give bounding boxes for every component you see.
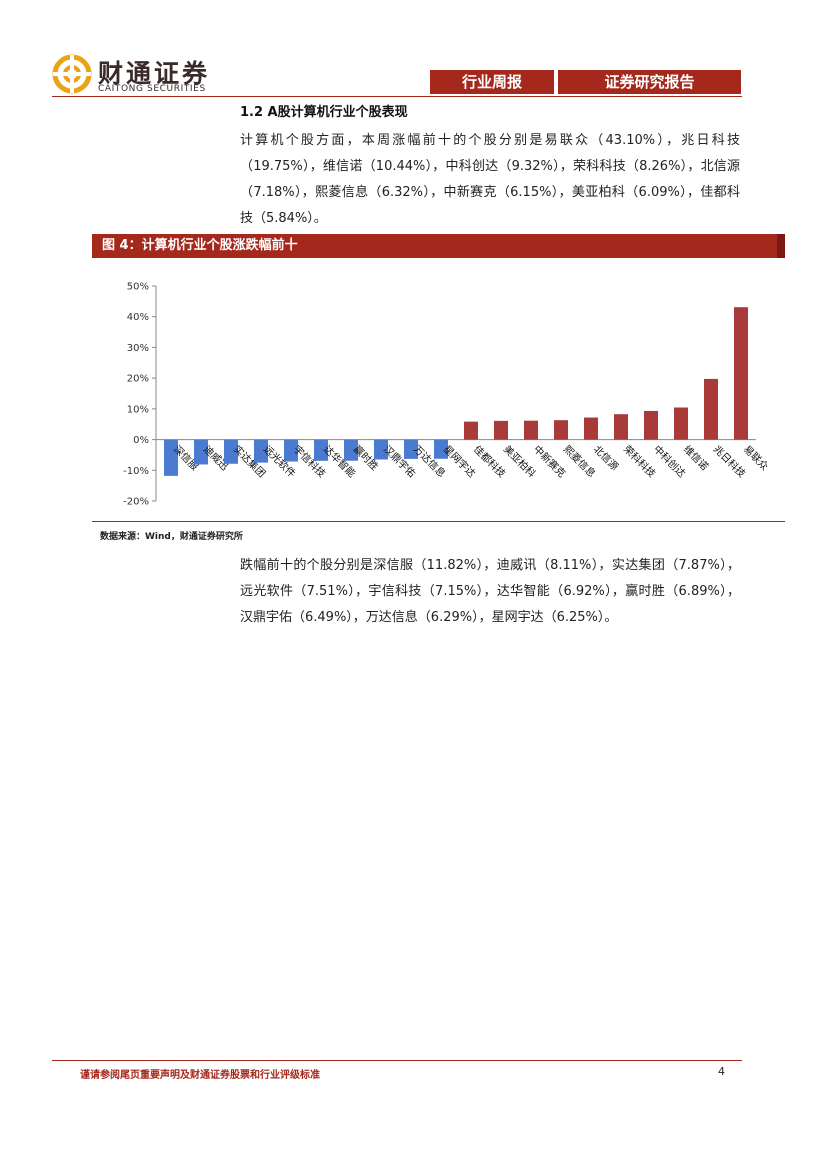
x-category-label: 兆日科技 xyxy=(711,443,748,480)
header-divider xyxy=(52,96,742,97)
bar-17 xyxy=(644,410,658,440)
gainers-paragraph: 计算机个股方面，本周涨幅前十的个股分别是易联众（43.10%），兆日科技（19.… xyxy=(240,133,740,226)
y-tick-label: 0% xyxy=(133,435,149,446)
bar-16 xyxy=(614,414,628,440)
bar-7 xyxy=(344,439,358,461)
bar-5 xyxy=(284,439,298,462)
bar-10 xyxy=(434,439,448,459)
bar-2 xyxy=(194,439,208,465)
header-tab-weekly: 行业周报 xyxy=(430,70,554,94)
x-category-label: 易联众 xyxy=(741,443,771,473)
figure-label: 图 4：计算机行业个股涨跌幅前十 xyxy=(102,238,298,253)
y-tick-label: 20% xyxy=(127,374,149,385)
footer-divider xyxy=(52,1060,742,1061)
y-tick-label: 30% xyxy=(127,343,149,354)
y-tick-label: 40% xyxy=(127,312,149,323)
x-category-label: 北信源 xyxy=(591,443,621,473)
x-category-label: 荣科科技 xyxy=(621,443,658,480)
x-category-label: 美亚柏科 xyxy=(501,443,538,480)
bar-11 xyxy=(464,421,478,440)
bar-20 xyxy=(734,307,748,440)
footer-disclaimer: 谨请参阅尾页重要声明及财通证券股票和行业评级标准 xyxy=(80,1070,320,1081)
y-tick-label: 50% xyxy=(127,282,149,293)
figure-title-bar: 图 4：计算机行业个股涨跌幅前十 xyxy=(92,234,785,258)
x-category-label: 维信诺 xyxy=(681,443,711,473)
x-category-label: 中科创达 xyxy=(651,443,688,480)
bar-18 xyxy=(674,407,688,440)
logo-name: 财通证券 xyxy=(98,59,211,88)
y-tick-label: -10% xyxy=(123,466,149,477)
caitong-logo-icon xyxy=(52,54,92,94)
x-category-label: 中新赛克 xyxy=(531,443,568,480)
section-title: 1.2 A股计算机行业个股表现 xyxy=(240,105,408,120)
bar-13 xyxy=(524,420,538,440)
bar-9 xyxy=(404,439,418,459)
y-tick-label: 10% xyxy=(127,404,149,415)
x-category-label: 星网宇达 xyxy=(441,443,478,480)
data-source: 数据来源：Wind，财通证券研究所 xyxy=(100,532,243,542)
stock-change-bar-chart: -20%-10%0%10%20%30%40%50%深信服 迪威迅 实达集团远光软件宇… xyxy=(123,282,771,508)
bar-14 xyxy=(554,420,568,440)
losers-paragraph: 跌幅前十的个股分别是深信服（11.82%），迪威讯（8.11%），实达集团（7.… xyxy=(240,558,740,625)
company-logo: 财通证券 CAITONG SECURITIES xyxy=(52,52,242,100)
bar-19 xyxy=(704,378,718,440)
bar-8 xyxy=(374,439,388,460)
page-number: 4 xyxy=(718,1065,725,1078)
bar-3 xyxy=(224,439,238,464)
bar-6 xyxy=(314,439,328,461)
figure-bottom-divider xyxy=(92,521,785,522)
x-category-label: 熙菱信息 xyxy=(561,443,598,480)
bar-15 xyxy=(584,417,598,440)
header-tab-report-type: 证券研究报告 xyxy=(558,70,741,94)
logo-english-name: CAITONG SECURITIES xyxy=(98,84,206,94)
bar-12 xyxy=(494,420,508,440)
x-category-label: 佳都科技 xyxy=(471,443,508,480)
bar-4 xyxy=(254,439,268,463)
bar-1 xyxy=(164,439,178,476)
y-tick-label: -20% xyxy=(123,497,149,508)
figure-title-bar-shade xyxy=(777,234,785,258)
